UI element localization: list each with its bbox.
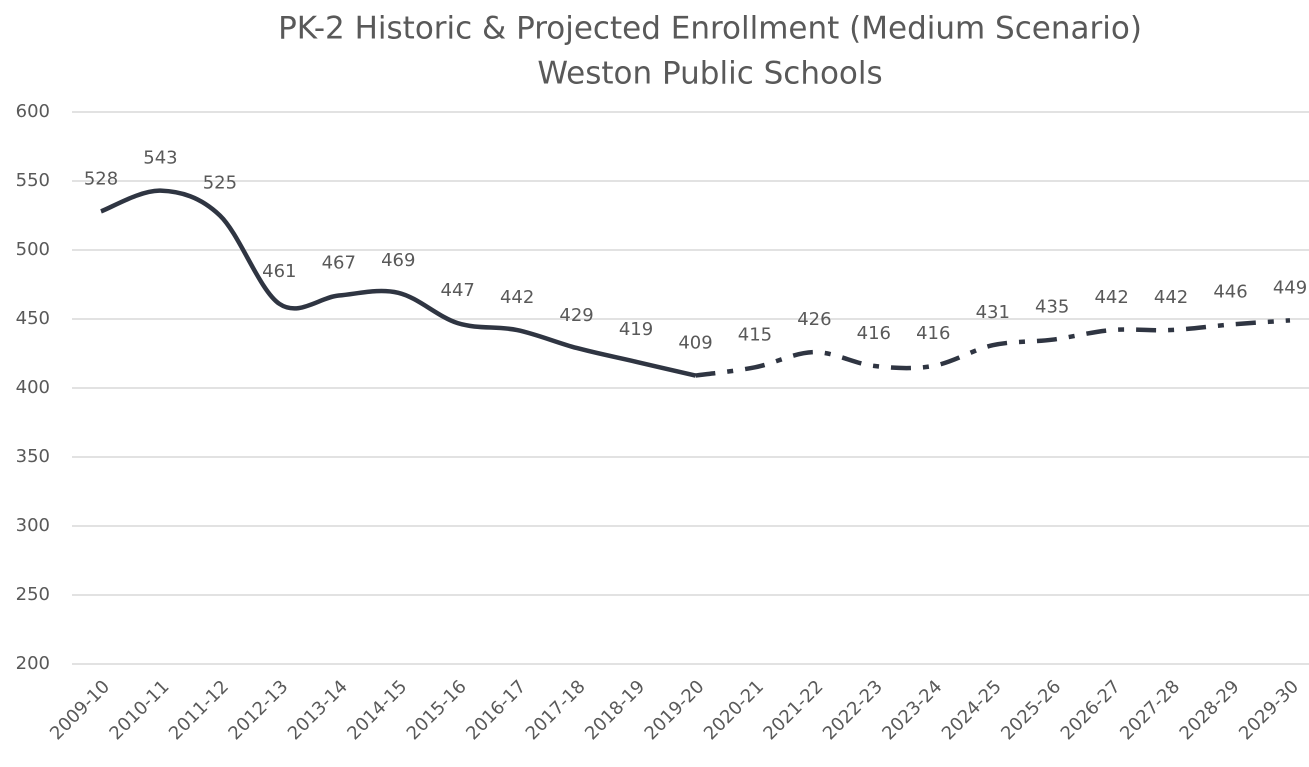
chart-subtitle: Weston Public Schools (537, 56, 882, 92)
y-tick-label: 500 (16, 239, 50, 260)
x-tick-label: 2014-15 (343, 676, 411, 744)
y-tick-label: 250 (16, 584, 50, 605)
x-tick-label: 2021-22 (759, 676, 827, 744)
x-tick-label: 2026-27 (1057, 676, 1125, 744)
data-label: 446 (1213, 282, 1247, 303)
y-tick-label: 550 (16, 170, 50, 191)
x-tick-label: 2020-21 (700, 676, 768, 744)
data-label: 467 (322, 253, 356, 274)
data-label: 429 (559, 305, 593, 326)
y-tick-label: 400 (16, 377, 50, 398)
y-tick-label: 300 (16, 515, 50, 536)
data-label: 442 (1094, 287, 1128, 308)
x-tick-label: 2022-23 (819, 676, 887, 744)
data-label: 431 (976, 302, 1010, 323)
chart-title: PK-2 Historic & Projected Enrollment (Me… (278, 11, 1142, 47)
series-line (695, 318, 1291, 378)
data-label: 525 (203, 173, 237, 194)
y-tick-label: 450 (16, 308, 50, 329)
x-tick-label: 2015-16 (403, 676, 471, 744)
x-tick-label: 2023-24 (878, 676, 946, 744)
y-tick-label: 200 (16, 653, 50, 674)
x-tick-label: 2019-20 (641, 676, 709, 744)
data-label: 447 (441, 280, 475, 301)
data-label: 416 (857, 323, 891, 344)
x-tick-label: 2009-10 (46, 676, 114, 744)
data-label: 469 (381, 250, 415, 271)
data-label: 435 (1035, 297, 1069, 318)
data-label: 416 (916, 323, 950, 344)
data-label: 415 (738, 324, 772, 345)
data-label: 419 (619, 319, 653, 340)
data-label: 442 (1154, 287, 1188, 308)
data-label: 409 (678, 333, 712, 354)
data-label: 442 (500, 287, 534, 308)
x-tick-label: 2028-29 (1176, 676, 1244, 744)
x-tick-label: 2017-18 (522, 676, 590, 744)
series-line (100, 188, 697, 378)
x-tick-label: 2025-26 (997, 676, 1065, 744)
x-tick-label: 2018-19 (581, 676, 649, 744)
y-tick-label: 350 (16, 446, 50, 467)
x-tick-label: 2016-17 (462, 676, 530, 744)
data-label: 528 (84, 168, 118, 189)
x-tick-label: 2027-28 (1116, 676, 1184, 744)
data-label: 461 (262, 261, 296, 282)
y-tick-label: 600 (16, 101, 50, 122)
data-label: 543 (143, 148, 177, 169)
x-tick-label: 2029-30 (1235, 676, 1303, 744)
x-tick-label: 2012-13 (224, 676, 292, 744)
data-label: 449 (1273, 277, 1307, 298)
x-tick-label: 2010-11 (105, 676, 173, 744)
x-tick-label: 2011-12 (165, 676, 233, 744)
x-tick-label: 2013-14 (284, 676, 352, 744)
x-tick-label: 2024-25 (938, 676, 1006, 744)
data-label: 426 (797, 309, 831, 330)
